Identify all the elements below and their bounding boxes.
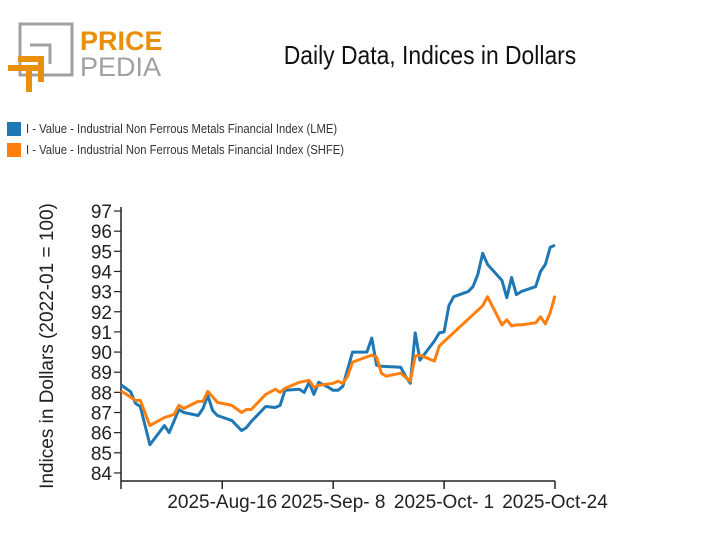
y-tick-label: 94 bbox=[91, 262, 113, 283]
legend-label-lme: I - Value - Industrial Non Ferrous Metal… bbox=[26, 121, 338, 136]
y-tick-label: 91 bbox=[91, 323, 112, 344]
y-tick-label: 95 bbox=[91, 242, 112, 263]
series-line-shfe bbox=[120, 295, 557, 428]
y-tick-label: 90 bbox=[91, 343, 112, 364]
legend-item-shfe[interactable]: I - Value - Industrial Non Ferrous Metal… bbox=[7, 139, 379, 160]
series-lines bbox=[120, 243, 557, 447]
logo-orange-bar-4 bbox=[38, 56, 44, 82]
x-tick-label: 2025-Sep- 8 bbox=[281, 492, 386, 513]
legend-swatch-lme bbox=[7, 121, 21, 136]
series-line-lme bbox=[120, 243, 556, 447]
y-tick-label: 84 bbox=[91, 464, 113, 485]
y-tick-label: 97 bbox=[91, 202, 112, 223]
legend-label-shfe: I - Value - Industrial Non Ferrous Metal… bbox=[26, 142, 345, 157]
logo-orange-bar-2 bbox=[26, 65, 32, 92]
legend: I - Value - Industrial Non Ferrous Metal… bbox=[7, 118, 379, 160]
logo-text-price: PRICE bbox=[80, 26, 163, 56]
logo-outer-square bbox=[18, 22, 74, 77]
legend-item-lme[interactable]: I - Value - Industrial Non Ferrous Metal… bbox=[7, 118, 379, 139]
pricepedia-logo: PRICE PEDIA bbox=[8, 22, 163, 92]
x-tick-label: 2025-Oct-24 bbox=[502, 492, 608, 513]
legend-swatch-shfe bbox=[7, 142, 21, 157]
logo-text-pedia: PEDIA bbox=[80, 52, 161, 82]
y-tick-label: 92 bbox=[91, 303, 112, 324]
y-tick-label: 89 bbox=[91, 363, 112, 384]
y-tick-label: 87 bbox=[91, 404, 112, 425]
y-axis-title: Indices in Dollars (2022-01 = 100) bbox=[37, 203, 58, 489]
logo-orange-bar-3 bbox=[18, 56, 44, 62]
y-tick-label: 85 bbox=[91, 444, 112, 465]
x-tick-label: 2025-Aug-16 bbox=[167, 492, 277, 513]
logo-orange-bar-1 bbox=[8, 65, 38, 71]
y-tick-label: 88 bbox=[91, 383, 112, 404]
x-tick-label: 2025-Oct- 1 bbox=[394, 492, 494, 513]
y-tick-label: 93 bbox=[91, 283, 112, 304]
logo-inner-corner bbox=[30, 43, 52, 64]
y-tick-label: 86 bbox=[91, 424, 112, 445]
y-tick-label: 96 bbox=[91, 222, 112, 243]
chart-title: Daily Data, Indices in Dollars bbox=[283, 40, 577, 70]
